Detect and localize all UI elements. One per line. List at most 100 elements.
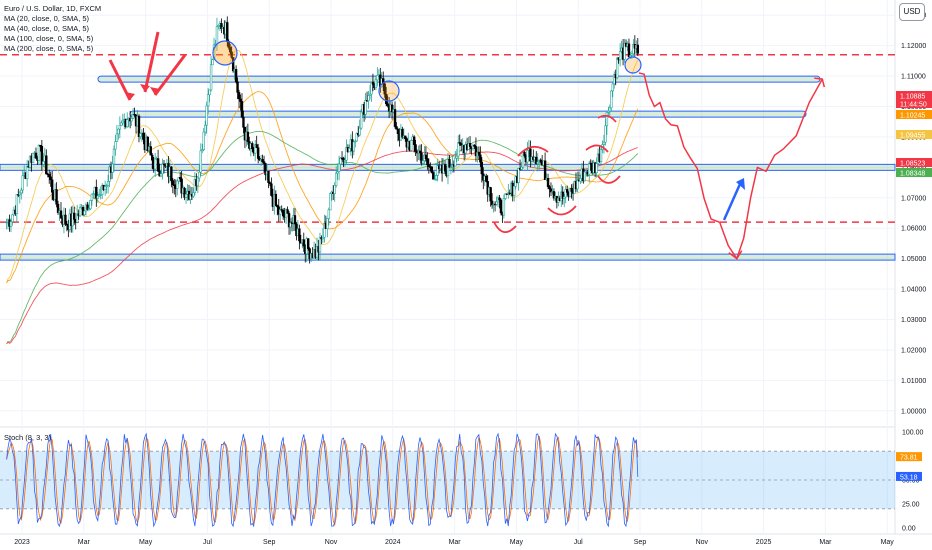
candle-body — [386, 103, 389, 106]
candle-body — [293, 215, 297, 225]
peak-circle — [212, 40, 238, 66]
candle-body — [162, 163, 166, 166]
candle-body — [34, 152, 38, 159]
candle-body — [448, 159, 451, 168]
price-tag-box — [896, 130, 932, 139]
candle-body — [146, 136, 150, 151]
candle-body — [604, 125, 607, 143]
candle-body — [287, 213, 291, 228]
price-axis-label: 1.01000 — [901, 378, 926, 385]
candle-body — [202, 131, 205, 150]
stoch-axis-label: 0.00 — [902, 526, 916, 533]
candle-body — [568, 187, 572, 198]
candle-body — [495, 201, 498, 205]
candle-body — [443, 164, 447, 172]
candle-body — [289, 222, 292, 228]
candle-body — [121, 120, 124, 124]
candle-body — [512, 185, 516, 196]
candle-body — [37, 144, 41, 161]
candle-body — [209, 64, 213, 91]
price-tag-box — [896, 99, 932, 108]
candle-body — [256, 147, 260, 159]
candle-body — [588, 162, 591, 175]
candle-body — [137, 115, 141, 137]
candle-body — [367, 95, 370, 101]
candle-body — [42, 161, 45, 165]
candle-body — [25, 166, 29, 180]
candle-body — [607, 110, 610, 113]
top-arc — [597, 114, 617, 123]
candle-body — [334, 172, 338, 186]
candle-body — [589, 162, 592, 165]
candle-body — [73, 212, 76, 220]
price-axis-label: 1.11000 — [901, 74, 926, 81]
candle-body — [364, 100, 367, 115]
candle-body — [201, 149, 204, 152]
candle-body — [427, 164, 431, 167]
candle-body — [298, 228, 301, 242]
candle-body — [192, 192, 195, 197]
candle-body — [458, 142, 461, 144]
candle-body — [401, 128, 404, 138]
candle-body — [251, 143, 254, 150]
candle-body — [234, 69, 238, 83]
stoch-axis-label: 50.00 — [902, 478, 920, 485]
price-tag-box — [896, 110, 932, 119]
candle-body — [95, 186, 98, 199]
candle-body — [390, 104, 394, 113]
candle-body — [605, 112, 609, 127]
candle-body — [111, 163, 114, 173]
price-tag-text: 1.10885 — [900, 94, 925, 101]
bottom-arc — [547, 205, 577, 216]
price-axis-label: 1.05000 — [901, 256, 926, 263]
candle-body — [114, 141, 117, 150]
candle-body — [498, 197, 501, 201]
candle-body — [106, 180, 110, 186]
time-axis-label: May — [510, 539, 524, 546]
ma40-legend[interactable]: MA (40, close, 0, SMA, 5) — [4, 24, 90, 33]
candle-body — [409, 140, 413, 151]
price-tag-text: 11:44:50 — [900, 102, 927, 109]
candle-body — [499, 199, 503, 214]
blue-arrow-shaft — [722, 183, 742, 221]
candle-body — [326, 218, 329, 229]
price-axis[interactable]: 1.130001.120001.110001.100001.090001.080… — [896, 13, 932, 533]
ma20-legend[interactable]: MA (20, close, 0, SMA, 5) — [4, 14, 90, 23]
candle-body — [139, 133, 142, 137]
candle-body — [261, 159, 264, 162]
candle-body — [149, 146, 152, 156]
candle-body — [83, 210, 86, 215]
candle-body — [178, 177, 182, 180]
currency-button[interactable]: USD — [899, 3, 925, 21]
price-zone — [0, 253, 896, 261]
candle-body — [576, 179, 579, 190]
stoch-d-line — [6, 435, 639, 527]
price-axis-label: 1.02000 — [901, 347, 926, 354]
candle-body — [393, 109, 397, 127]
stoch-axis-label: 100.00 — [902, 430, 924, 437]
candle-body — [477, 152, 481, 156]
candle-body — [302, 239, 305, 247]
ma200-legend[interactable]: MA (200, close, 0, SMA, 5) — [4, 44, 94, 53]
top-arc — [517, 146, 549, 157]
candle-body — [151, 154, 154, 161]
time-axis-label: 2025 — [756, 539, 772, 546]
candle-body — [489, 187, 492, 202]
candle-body — [358, 127, 361, 136]
candle-body — [563, 196, 566, 199]
candle-body — [371, 81, 375, 85]
chart-title[interactable]: Euro / U.S. Dollar, 1D, FXCM — [4, 4, 102, 13]
candle-body — [92, 193, 95, 195]
candle-body — [336, 171, 339, 174]
candle-body — [176, 180, 179, 189]
candle-body — [382, 78, 385, 85]
candle-body — [156, 158, 160, 172]
pointer-arrowhead — [150, 87, 160, 95]
candle-body — [267, 171, 270, 183]
time-axis[interactable]: 2023 Mar May Jul Sep Nov 2024 Mar May Jul Sep Nov 20… — [14, 539, 894, 546]
stoch-legend[interactable]: Stoch (8, 3, 3) — [4, 433, 52, 442]
candle-body — [153, 158, 157, 170]
ma100-legend[interactable]: MA (100, close, 0, SMA, 5) — [4, 34, 94, 43]
candle-body — [536, 161, 539, 164]
